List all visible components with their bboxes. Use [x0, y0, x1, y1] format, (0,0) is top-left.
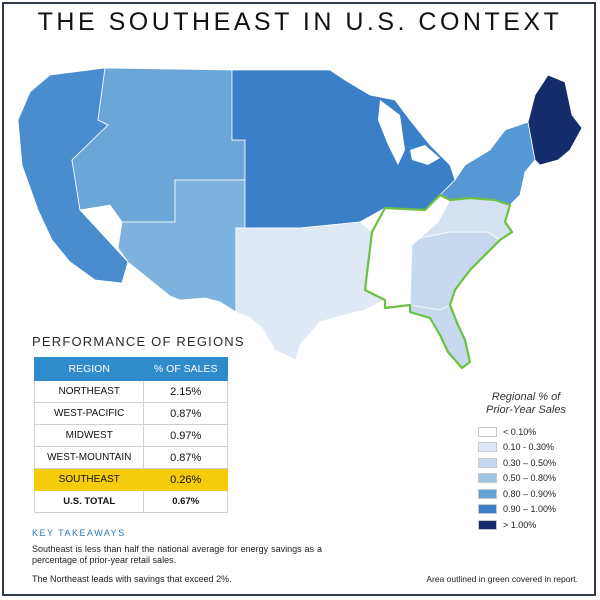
legend-item: > 1.00%	[478, 519, 536, 530]
legend-item: < 0.10%	[478, 426, 536, 437]
legend-swatch	[478, 442, 497, 452]
region-south-central	[235, 221, 386, 361]
percent-cell: 0.26%	[143, 468, 228, 491]
legend-item: 0.10 - 0.30%	[478, 442, 554, 453]
legend-swatch	[478, 519, 497, 530]
region-cell: MIDWEST	[33, 424, 145, 447]
key-takeaway-1: Southeast is less than half the national…	[32, 544, 322, 565]
legend-item: 0.30 – 0.50%	[478, 457, 556, 468]
legend-label: 0.30 – 0.50%	[503, 457, 557, 468]
legend-swatch	[478, 473, 497, 483]
legend-label: 0.50 – 0.80%	[503, 473, 557, 483]
legend-label: > 1.00%	[503, 519, 537, 530]
legend-swatch	[478, 426, 497, 437]
legend-item: 0.50 – 0.80%	[478, 473, 556, 484]
table-row-total: U.S. TOTAL 0.67%	[33, 490, 228, 513]
table-row: WEST-MOUNTAIN 0.87%	[33, 446, 228, 469]
regions-table: REGION % OF SALES NORTHEAST 2.15% WEST-P…	[33, 357, 228, 513]
percent-cell: 0.97%	[143, 424, 228, 447]
region-northeast	[527, 74, 583, 166]
legend-label: < 0.10%	[503, 426, 537, 437]
region-cell: WEST-PACIFIC	[33, 402, 145, 425]
percent-cell: 0.87%	[143, 402, 228, 425]
legend-title-line1: Regional % of	[491, 391, 561, 403]
table-row: MIDWEST 0.97%	[33, 424, 228, 447]
legend-item: 0.90 – 1.00%	[478, 504, 556, 515]
table-header-row: REGION % OF SALES	[33, 357, 228, 381]
percent-cell: 2.15%	[143, 380, 228, 403]
legend-label: 0.90 – 1.00%	[503, 504, 557, 514]
region-cell: NORTHEAST	[33, 380, 145, 403]
footnote: Area outlined in green covered in report…	[426, 574, 578, 584]
region-mid-atlantic	[439, 121, 536, 206]
legend-label: 0.10 - 0.30%	[503, 442, 555, 452]
great-lakes	[378, 100, 405, 165]
region-cell: SOUTHEAST	[33, 468, 145, 491]
region-cell: U.S. TOTAL	[33, 490, 145, 513]
legend-swatch	[478, 504, 497, 514]
col-header-percent: % OF SALES	[143, 357, 228, 381]
percent-cell: 0.87%	[143, 446, 228, 469]
table-row: WEST-PACIFIC 0.87%	[33, 402, 228, 425]
covered-area-outline	[363, 193, 514, 370]
table-row-highlighted: SOUTHEAST 0.26%	[33, 468, 228, 491]
region-southwest	[117, 179, 246, 313]
legend-swatch	[478, 488, 497, 499]
key-takeaways-title: KEY TAKEAWAYS	[32, 528, 126, 538]
percent-cell: 0.67%	[143, 490, 228, 513]
key-takeaway-2: The Northeast leads with savings that ex…	[32, 574, 232, 584]
region-cell: WEST-MOUNTAIN	[33, 446, 145, 469]
page-title: THE SOUTHEAST IN U.S. CONTEXT	[37, 8, 563, 36]
legend-label: 0.80 – 0.90%	[503, 488, 557, 499]
col-header-region: REGION	[33, 357, 145, 381]
legend-title-line2: Prior-Year Sales	[486, 404, 566, 416]
table-row: NORTHEAST 2.15%	[33, 380, 228, 403]
legend-swatch	[478, 457, 497, 468]
region-georgia-carolina	[409, 231, 501, 311]
performance-title: PERFORMANCE OF REGIONS	[32, 334, 245, 349]
legend-item: 0.80 – 0.90%	[478, 488, 556, 499]
legend-title: Regional % of Prior-Year Sales	[466, 391, 586, 417]
